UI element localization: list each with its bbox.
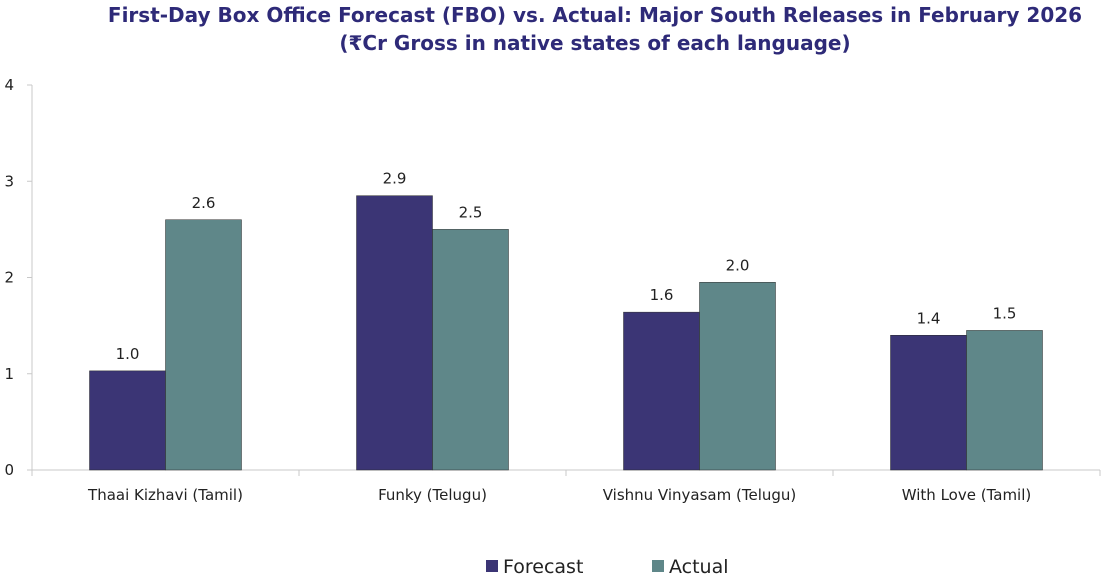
- x-category-label: Thaai Kizhavi (Tamil): [87, 486, 243, 504]
- legend-label-forecast: Forecast: [503, 556, 583, 578]
- x-category-label: With Love (Tamil): [902, 486, 1032, 504]
- bar-actual: [966, 330, 1043, 471]
- data-label: 2.6: [192, 194, 216, 212]
- bar-forecast: [89, 370, 166, 471]
- x-category-label: Vishnu Vinyasam (Telugu): [603, 486, 797, 504]
- y-tick-label: 1: [4, 365, 14, 383]
- data-label: 1.0: [116, 345, 140, 363]
- bar-actual: [432, 229, 509, 471]
- bar-forecast: [890, 335, 967, 471]
- chart-subtitle: (₹Cr Gross in native states of each lang…: [339, 31, 851, 55]
- bar-forecast: [623, 311, 700, 471]
- x-category-label: Funky (Telugu): [378, 486, 487, 504]
- data-label: 1.4: [917, 309, 941, 327]
- legend-swatch-actual: [652, 560, 664, 572]
- y-tick-label: 2: [4, 269, 14, 287]
- legend-swatch-forecast: [486, 560, 498, 572]
- chart-title: First-Day Box Office Forecast (FBO) vs. …: [107, 3, 1083, 27]
- data-label: 1.5: [993, 304, 1017, 322]
- bar-actual: [699, 282, 776, 471]
- data-label: 1.6: [650, 286, 674, 304]
- bar-forecast: [356, 195, 433, 471]
- data-label: 2.0: [726, 256, 750, 274]
- y-tick-label: 4: [4, 76, 14, 94]
- legend-label-actual: Actual: [669, 556, 729, 578]
- data-label: 2.5: [459, 203, 483, 221]
- data-label: 2.9: [383, 170, 407, 188]
- y-tick-label: 3: [4, 172, 14, 190]
- y-tick-label: 0: [4, 461, 14, 479]
- bar-actual: [165, 219, 242, 471]
